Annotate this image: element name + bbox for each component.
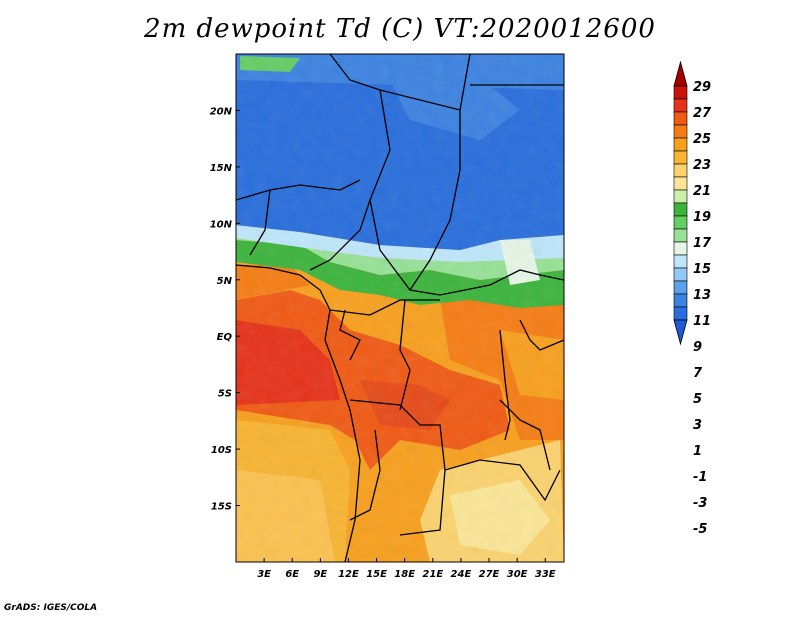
chart-title: 2m dewpoint Td (C) VT:2020012600 bbox=[144, 14, 656, 44]
x-tick-label-5: 18E bbox=[394, 569, 415, 580]
y-tick-label-1: 15N bbox=[210, 163, 233, 174]
colorbar-box-9 bbox=[673, 189, 688, 204]
colorbar-box-16 bbox=[673, 280, 688, 295]
boundaries bbox=[236, 54, 564, 562]
x-tick-label-9: 30E bbox=[507, 569, 528, 580]
x-tick-label-4: 15E bbox=[366, 569, 387, 580]
colorbar-bottom-arrow bbox=[673, 319, 688, 346]
colorbar-box-15 bbox=[673, 267, 688, 282]
dewpoint-field bbox=[236, 54, 564, 562]
colorbar-box-12 bbox=[673, 228, 688, 243]
colorbar-label-10: 9 bbox=[693, 340, 702, 355]
colorbar-label-3: 23 bbox=[693, 158, 711, 173]
colorbar-label-16: -3 bbox=[693, 496, 707, 511]
colorbar-box-6 bbox=[673, 150, 688, 165]
x-tick-label-10: 33E bbox=[535, 569, 556, 580]
x-tick-label-0: 3E bbox=[257, 569, 271, 580]
colorbar-label-6: 17 bbox=[693, 236, 712, 251]
x-tick-label-1: 6E bbox=[285, 569, 299, 580]
x-tick-label-3: 12E bbox=[338, 569, 359, 580]
colorbar-box-4 bbox=[673, 124, 688, 139]
y-axis: 20N 15N 10N 5N EQ 5S 10S 15S bbox=[210, 106, 240, 513]
colorbar-label-11: 7 bbox=[693, 366, 703, 381]
x-axis: 3E 6E 9E 12E 15E 18E 21E 24E 27E 30E 33E bbox=[257, 558, 556, 580]
colorbar-box-7 bbox=[673, 163, 688, 178]
colorbar-label-12: 5 bbox=[693, 392, 702, 407]
colorbar-box-10 bbox=[673, 202, 688, 217]
colorbar-box-14 bbox=[673, 254, 688, 269]
colorbar-top-arrow bbox=[673, 60, 688, 87]
y-tick-label-6: 10S bbox=[211, 445, 232, 456]
colorbar-label-0: 29 bbox=[693, 80, 711, 95]
colorbar-box-18 bbox=[673, 306, 688, 321]
colorbar-box-11 bbox=[673, 215, 688, 230]
colorbar-box-1 bbox=[673, 85, 688, 100]
colorbar-label-13: 3 bbox=[693, 418, 702, 433]
colorbar-label-1: 27 bbox=[693, 106, 712, 121]
y-tick-label-5: 5S bbox=[218, 389, 232, 400]
colorbar-box-8 bbox=[673, 176, 688, 191]
colorbar-box-13 bbox=[673, 241, 688, 256]
x-tick-label-2: 9E bbox=[313, 569, 327, 580]
colorbar-box-5 bbox=[673, 137, 688, 152]
y-tick-label-0: 20N bbox=[210, 106, 233, 117]
colorbar-box-17 bbox=[673, 293, 688, 308]
x-tick-label-6: 21E bbox=[422, 569, 443, 580]
x-tick-label-7: 24E bbox=[451, 569, 472, 580]
colorbar-label-2: 25 bbox=[693, 132, 711, 147]
colorbar-label-14: 1 bbox=[693, 444, 702, 459]
colorbar-label-15: -1 bbox=[693, 470, 707, 485]
y-tick-label-3: 5N bbox=[217, 276, 233, 287]
y-tick-label-7: 15S bbox=[211, 502, 232, 513]
colorbar-label-4: 21 bbox=[693, 184, 711, 199]
colorbar-label-17: -5 bbox=[693, 522, 707, 537]
plot-frame bbox=[235, 53, 565, 563]
x-tick-label-8: 27E bbox=[479, 569, 500, 580]
colorbar-label-7: 15 bbox=[693, 262, 711, 277]
colorbar-label-5: 19 bbox=[693, 210, 711, 225]
colorbar-box-2 bbox=[673, 98, 688, 113]
colorbar-box-3 bbox=[673, 111, 688, 126]
y-tick-label-4: EQ bbox=[217, 332, 233, 343]
credit-text: GrADS: IGES/COLA bbox=[4, 603, 98, 613]
colorbar-label-9: 11 bbox=[693, 314, 711, 329]
y-tick-label-2: 10N bbox=[210, 219, 233, 230]
colorbar-label-8: 13 bbox=[693, 288, 711, 303]
